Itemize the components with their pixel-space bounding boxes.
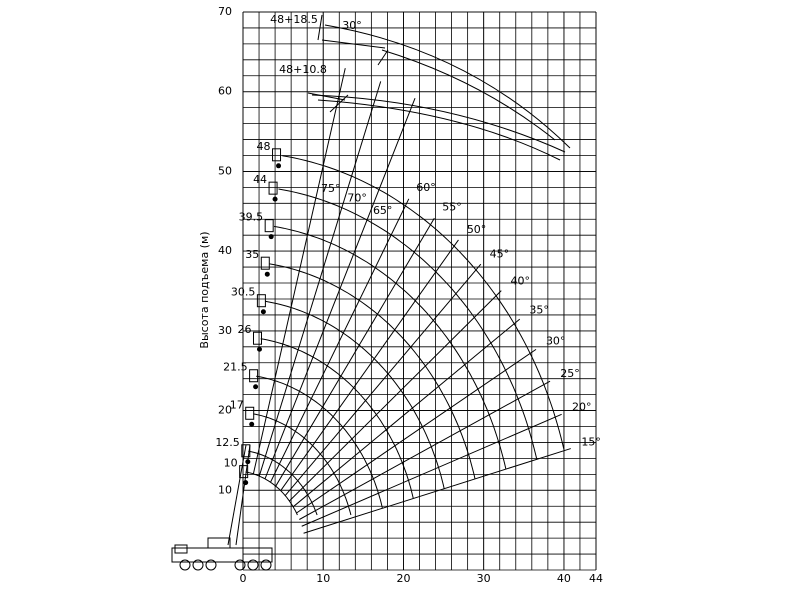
y-axis-label: Высота подъема (м) bbox=[198, 231, 211, 348]
x-tick-label: 44 bbox=[589, 572, 603, 585]
angle-label: 75° bbox=[321, 182, 341, 195]
hook bbox=[272, 196, 278, 202]
boom-tip bbox=[239, 465, 249, 479]
angle-line bbox=[275, 217, 435, 487]
angle-label: 40° bbox=[511, 274, 530, 287]
angle-line bbox=[292, 318, 521, 508]
boom-arc bbox=[273, 225, 507, 470]
boom-arc bbox=[256, 375, 383, 509]
angle-label: 65° bbox=[373, 204, 393, 217]
y-tick-label: 40 bbox=[218, 244, 232, 257]
boom-tip bbox=[268, 181, 278, 195]
angle-label: 45° bbox=[490, 247, 510, 260]
hook bbox=[245, 459, 251, 465]
boom-length-label: 44 bbox=[253, 173, 267, 186]
angle-line bbox=[284, 263, 482, 496]
hook bbox=[264, 271, 270, 277]
boom-length-label: 21.5 bbox=[223, 361, 248, 374]
wheel bbox=[192, 559, 204, 571]
y-tick-label: 20 bbox=[218, 404, 232, 417]
y-tick-label: 70 bbox=[218, 5, 232, 18]
jib bbox=[307, 92, 346, 101]
angle-label: 25° bbox=[560, 367, 580, 380]
hook bbox=[268, 234, 274, 240]
boom-length-label: 30.5 bbox=[231, 286, 256, 299]
angle-label: 35° bbox=[529, 303, 549, 316]
driver-cab bbox=[174, 544, 188, 554]
hook bbox=[249, 421, 255, 427]
boom-arc bbox=[245, 471, 298, 516]
boom-arc bbox=[260, 338, 414, 499]
x-tick-label: 10 bbox=[316, 572, 330, 585]
angle-label: 60° bbox=[416, 181, 436, 194]
jib bbox=[377, 49, 389, 66]
angle-label: 55° bbox=[442, 201, 462, 214]
wheel bbox=[205, 559, 217, 571]
boom-length-label: 35 bbox=[245, 248, 259, 261]
angle-label: 50° bbox=[467, 223, 487, 236]
boom-tip bbox=[272, 148, 282, 162]
x-tick-label: 0 bbox=[240, 572, 247, 585]
angle-label: 15° bbox=[581, 435, 601, 448]
boom-tip bbox=[241, 444, 251, 458]
boom-arc bbox=[269, 263, 476, 480]
angle-line bbox=[270, 198, 410, 483]
crane-cab bbox=[207, 537, 231, 549]
boom-tip bbox=[256, 294, 266, 308]
boom-length-label: 48 bbox=[257, 140, 271, 153]
boom-tip bbox=[264, 219, 274, 233]
jib-arc bbox=[317, 99, 561, 161]
hook bbox=[276, 163, 282, 169]
boom-arc bbox=[248, 450, 318, 516]
angle-line bbox=[280, 239, 459, 491]
jib-angle-label: 30° bbox=[342, 19, 362, 32]
jib-arc bbox=[324, 24, 571, 149]
boom-arc bbox=[278, 188, 538, 460]
angle-label: 20° bbox=[572, 401, 592, 414]
wheel bbox=[179, 559, 191, 571]
boom-length-label: 39.5 bbox=[239, 211, 264, 224]
angle-line bbox=[252, 68, 346, 474]
x-tick-label: 20 bbox=[396, 572, 410, 585]
boom-length-label: 17 bbox=[230, 398, 244, 411]
hook bbox=[260, 309, 266, 315]
angle-label: 70° bbox=[347, 192, 367, 205]
jib-arc bbox=[381, 49, 556, 141]
jib-label: 48+10.8 bbox=[279, 63, 327, 76]
angle-line bbox=[289, 290, 502, 502]
boom-tip bbox=[245, 406, 255, 420]
y-tick-label: 60 bbox=[218, 85, 232, 98]
angle-line bbox=[264, 98, 416, 480]
boom-tip bbox=[249, 369, 259, 383]
hook bbox=[253, 384, 259, 390]
hook bbox=[243, 480, 249, 486]
boom-length-label: 10 bbox=[224, 457, 238, 470]
angle-line bbox=[296, 348, 537, 514]
x-tick-label: 40 bbox=[557, 572, 571, 585]
angle-line bbox=[303, 448, 571, 534]
boom-arc bbox=[265, 300, 445, 489]
jib-label: 48+18.5 bbox=[270, 13, 318, 26]
y-tick-label: 50 bbox=[218, 164, 232, 177]
boom-tip bbox=[260, 256, 270, 270]
hook bbox=[256, 346, 262, 352]
y-tick-label: 10 bbox=[218, 483, 232, 496]
wheel bbox=[234, 559, 246, 571]
x-tick-label: 30 bbox=[477, 572, 491, 585]
boom-arc bbox=[253, 413, 352, 516]
jib bbox=[317, 14, 323, 41]
angle-label: 30° bbox=[546, 334, 566, 347]
boom-arc bbox=[282, 155, 565, 451]
angle-line bbox=[301, 413, 562, 527]
y-tick-label: 30 bbox=[218, 324, 232, 337]
angle-line bbox=[258, 81, 382, 477]
angle-line bbox=[299, 380, 551, 520]
boom-length-label: 12.5 bbox=[215, 436, 240, 449]
boom-tip bbox=[252, 331, 262, 345]
boom-length-label: 26 bbox=[237, 323, 251, 336]
